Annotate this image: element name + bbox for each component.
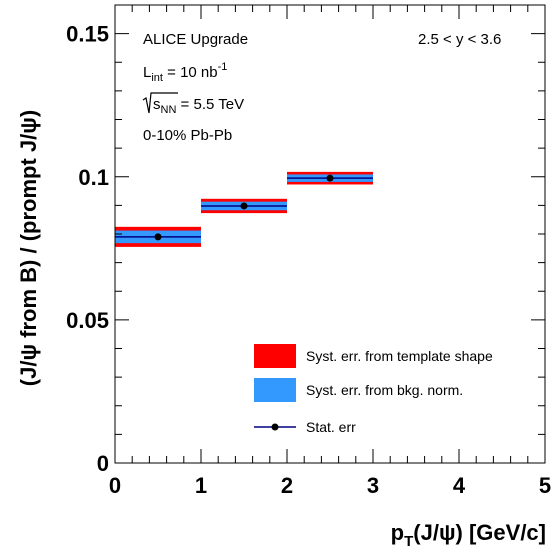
legend-swatch-stat-marker xyxy=(271,423,279,431)
x-axis-title: pT(J/ψ) [GeV/c] xyxy=(391,520,546,550)
energy-label: sNN = 5.5 TeV xyxy=(142,92,244,116)
energy-prefix: s xyxy=(153,96,161,113)
energy-sub: NN xyxy=(161,104,177,116)
x-tick-label-3: 3 xyxy=(367,473,379,498)
centrality-label: 0-10% Pb-Pb xyxy=(143,127,232,144)
x-title-rest: (J/ψ) [GeV/c] xyxy=(413,520,546,545)
luminosity-label: Lint = 10 nb-1 xyxy=(143,61,227,84)
lumi-sup: -1 xyxy=(218,61,228,73)
y-tick-label-1: 0.05 xyxy=(66,308,109,333)
rapidity-label: 2.5 < y < 3.6 xyxy=(418,31,501,48)
x-tick-label-4: 4 xyxy=(453,473,466,498)
legend-swatch-syst-template xyxy=(254,344,296,368)
axes-layer: 0 1 2 3 4 5 0 0.05 0.1 0.15 xyxy=(66,4,551,498)
legend: Syst. err. from template shape Syst. err… xyxy=(254,344,493,435)
y-tick-label-0: 0 xyxy=(97,451,109,476)
legend-label-syst-template: Syst. err. from template shape xyxy=(306,348,493,364)
data-point-0 xyxy=(154,233,162,241)
sqrt-sign xyxy=(142,92,178,114)
svg-text:sNN = 5.5 TeV: sNN = 5.5 TeV xyxy=(153,96,244,116)
x-title-main: p xyxy=(391,520,404,545)
x-tick-label-5: 5 xyxy=(539,473,551,498)
data-layer xyxy=(115,171,373,247)
data-point-1 xyxy=(240,202,248,210)
lumi-eq: = 10 nb xyxy=(163,64,218,81)
lumi-sub: int xyxy=(151,72,163,84)
energy-eq: = 5.5 TeV xyxy=(176,96,244,113)
experiment-label: ALICE Upgrade xyxy=(143,31,248,48)
data-point-2 xyxy=(326,174,334,182)
x-tick-label-2: 2 xyxy=(281,473,293,498)
legend-label-stat: Stat. err xyxy=(306,419,356,435)
legend-label-syst-bkg: Syst. err. from bkg. norm. xyxy=(306,382,463,398)
x-tick-label-1: 1 xyxy=(195,473,207,498)
y-tick-label-2: 0.1 xyxy=(78,165,109,190)
x-title-sub: T xyxy=(404,533,413,550)
lumi-prefix: L xyxy=(143,64,151,81)
y-axis-title: (J/ψ from B) / (prompt J/ψ) xyxy=(16,110,41,386)
y-tick-label-3: 0.15 xyxy=(66,22,109,47)
svg-text:Lint = 10 nb-1: Lint = 10 nb-1 xyxy=(143,61,227,84)
legend-swatch-syst-bkg xyxy=(254,378,296,402)
x-tick-label-0: 0 xyxy=(109,473,121,498)
